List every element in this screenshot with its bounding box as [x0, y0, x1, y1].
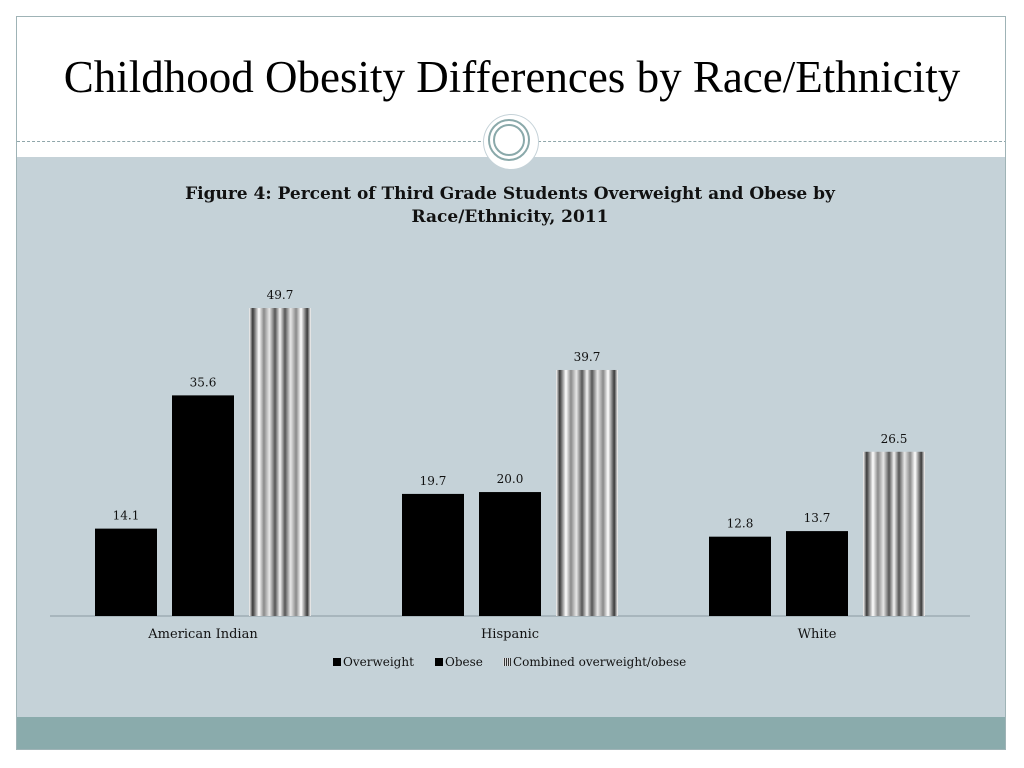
bar-obese-white — [786, 531, 848, 616]
bar-overweight-american-indian — [95, 528, 157, 616]
bar-combined-overweight-obese-american-indian — [249, 308, 311, 616]
slide-title: Childhood Obesity Differences by Race/Et… — [63, 52, 961, 102]
bar-overweight-hispanic — [402, 493, 464, 616]
chart-title-line-2: Race/Ethnicity, 2011 — [412, 207, 609, 227]
data-label: 13.7 — [804, 511, 831, 525]
data-label: 14.1 — [113, 509, 140, 523]
legend-swatch — [333, 658, 341, 666]
legend-swatch — [503, 658, 511, 666]
legend-label: Combined overweight/obese — [513, 655, 686, 669]
category-label: American Indian — [147, 627, 258, 642]
bar-obese-american-indian — [172, 395, 234, 616]
data-label: 20.0 — [497, 472, 524, 486]
data-label: 26.5 — [881, 432, 908, 446]
footer-bar — [17, 717, 1005, 749]
bar-obese-hispanic — [479, 492, 541, 616]
bar-group: 14.1 35.6 49.7 American Indian 19.7 20.0 39.7 H… — [95, 288, 925, 642]
slide: Childhood Obesity Differences by Race/Et… — [16, 16, 1006, 750]
data-label: 19.7 — [420, 474, 447, 488]
chart-title-line-1: Figure 4: Percent of Third Grade Student… — [185, 184, 836, 204]
circle-ornament-icon — [484, 115, 538, 169]
data-label: 35.6 — [190, 375, 217, 389]
data-label: 39.7 — [574, 350, 601, 364]
category-label: White — [798, 627, 837, 642]
legend-label: Overweight — [343, 655, 414, 669]
legend: Overweight Obese Combined overweight/obese — [333, 655, 686, 669]
bar-combined-overweight-obese-white — [863, 451, 925, 616]
data-label: 12.8 — [727, 517, 754, 531]
legend-label: Obese — [445, 655, 483, 669]
bar-overweight-white — [709, 536, 771, 616]
category-label: Hispanic — [481, 627, 539, 642]
data-label: 49.7 — [267, 288, 294, 302]
legend-swatch — [435, 658, 443, 666]
bar-combined-overweight-obese-hispanic — [556, 369, 618, 616]
